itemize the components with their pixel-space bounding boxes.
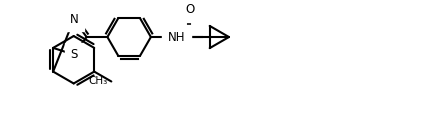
- Text: S: S: [70, 48, 77, 61]
- Text: CH₃: CH₃: [88, 76, 107, 86]
- Text: O: O: [186, 3, 195, 16]
- Text: NH: NH: [168, 30, 185, 44]
- Text: N: N: [69, 13, 78, 26]
